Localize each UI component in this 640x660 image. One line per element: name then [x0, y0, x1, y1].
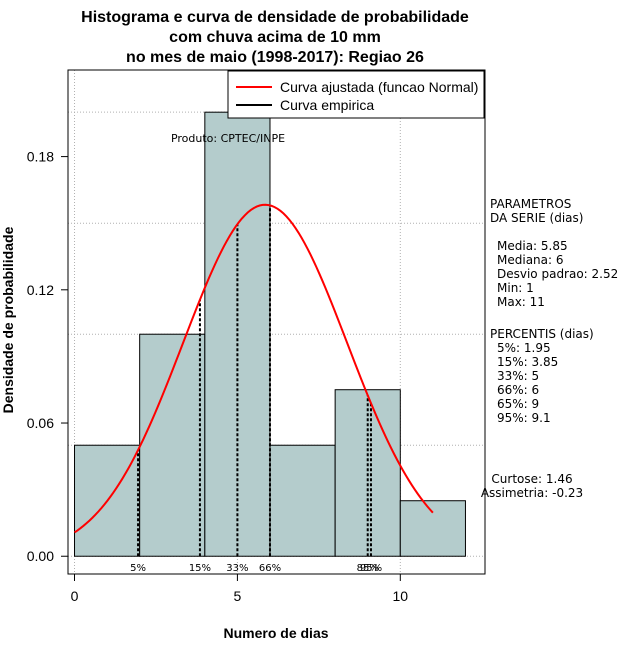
legend-label: Curva empirica: [280, 97, 374, 113]
shape-value: Assimetria: -0.23: [481, 486, 583, 500]
chart-title: Histograma e curva de densidade de proba…: [81, 9, 469, 66]
percentile-label: 5%: [130, 563, 146, 574]
y-tick-label: 0.12: [27, 282, 54, 298]
percentis-value: 5%: 1.95: [497, 341, 551, 355]
y-axis-title: Densidade de probabilidade: [0, 226, 16, 413]
chart-title-line: no mes de maio (1998-2017): Regiao 26: [126, 49, 424, 66]
legend-box: [227, 70, 485, 119]
percentile-label: 95%: [360, 563, 382, 574]
x-tick-label: 10: [393, 588, 409, 604]
parametros-value: Media: 5.85: [497, 239, 568, 253]
axes: 0 5 10 0.00 0.06 0.12 0.18: [27, 69, 486, 604]
chart-title-line: Histograma e curva de densidade de proba…: [81, 9, 469, 26]
percentile-label: 33%: [226, 563, 248, 574]
percentile-label: 15%: [189, 563, 211, 574]
histogram-bar: [269, 444, 336, 557]
y-tick-label: 0.00: [27, 548, 54, 564]
histogram-bar: [139, 333, 206, 557]
chart-title-line: com chuva acima de 10 mm: [169, 29, 381, 46]
parametros-header: DA SERIE (dias): [490, 211, 583, 225]
parametros-value: Max: 11: [497, 295, 545, 309]
x-axis-title: Numero de dias: [223, 625, 328, 641]
percentis-value: 33%: 5: [497, 369, 539, 383]
source-label: Produto: CPTEC/INPE: [171, 132, 285, 145]
percentile-lines: 5% 15% 33% 66% 85%95%: [130, 205, 382, 574]
percentis-value: 66%: 6: [497, 383, 539, 397]
y-tick-label: 0.18: [27, 149, 54, 165]
histogram-bar: [399, 500, 466, 557]
percentis-value: 95%: 9.1: [497, 411, 551, 425]
parametros-value: Mediana: 6: [497, 253, 564, 267]
parametros-value: Min: 1: [497, 281, 534, 295]
percentile-label: 66%: [259, 563, 281, 574]
parametros-header: PARAMETROS: [490, 197, 571, 211]
percentis-value: 65%: 9: [497, 397, 539, 411]
legend: Curva ajustada (funcao Normal) Curva empi…: [227, 70, 485, 119]
x-tick-label: 5: [234, 588, 242, 604]
fitted-curve-line: [73, 203, 434, 534]
x-tick-label: 0: [71, 588, 79, 604]
y-tick-label: 0.06: [27, 415, 54, 431]
shape-value: Curtose: 1.46: [491, 472, 572, 486]
percentis-value: 15%: 3.85: [497, 355, 558, 369]
percentile-label: 85%: [357, 563, 379, 574]
percentis-header: PERCENTIS (dias): [490, 327, 594, 341]
legend-label: Curva ajustada (funcao Normal): [280, 79, 478, 95]
parametros-value: Desvio padrao: 2.52: [497, 267, 618, 281]
plot-frame: [67, 69, 486, 575]
normal-curve: [73, 203, 434, 534]
